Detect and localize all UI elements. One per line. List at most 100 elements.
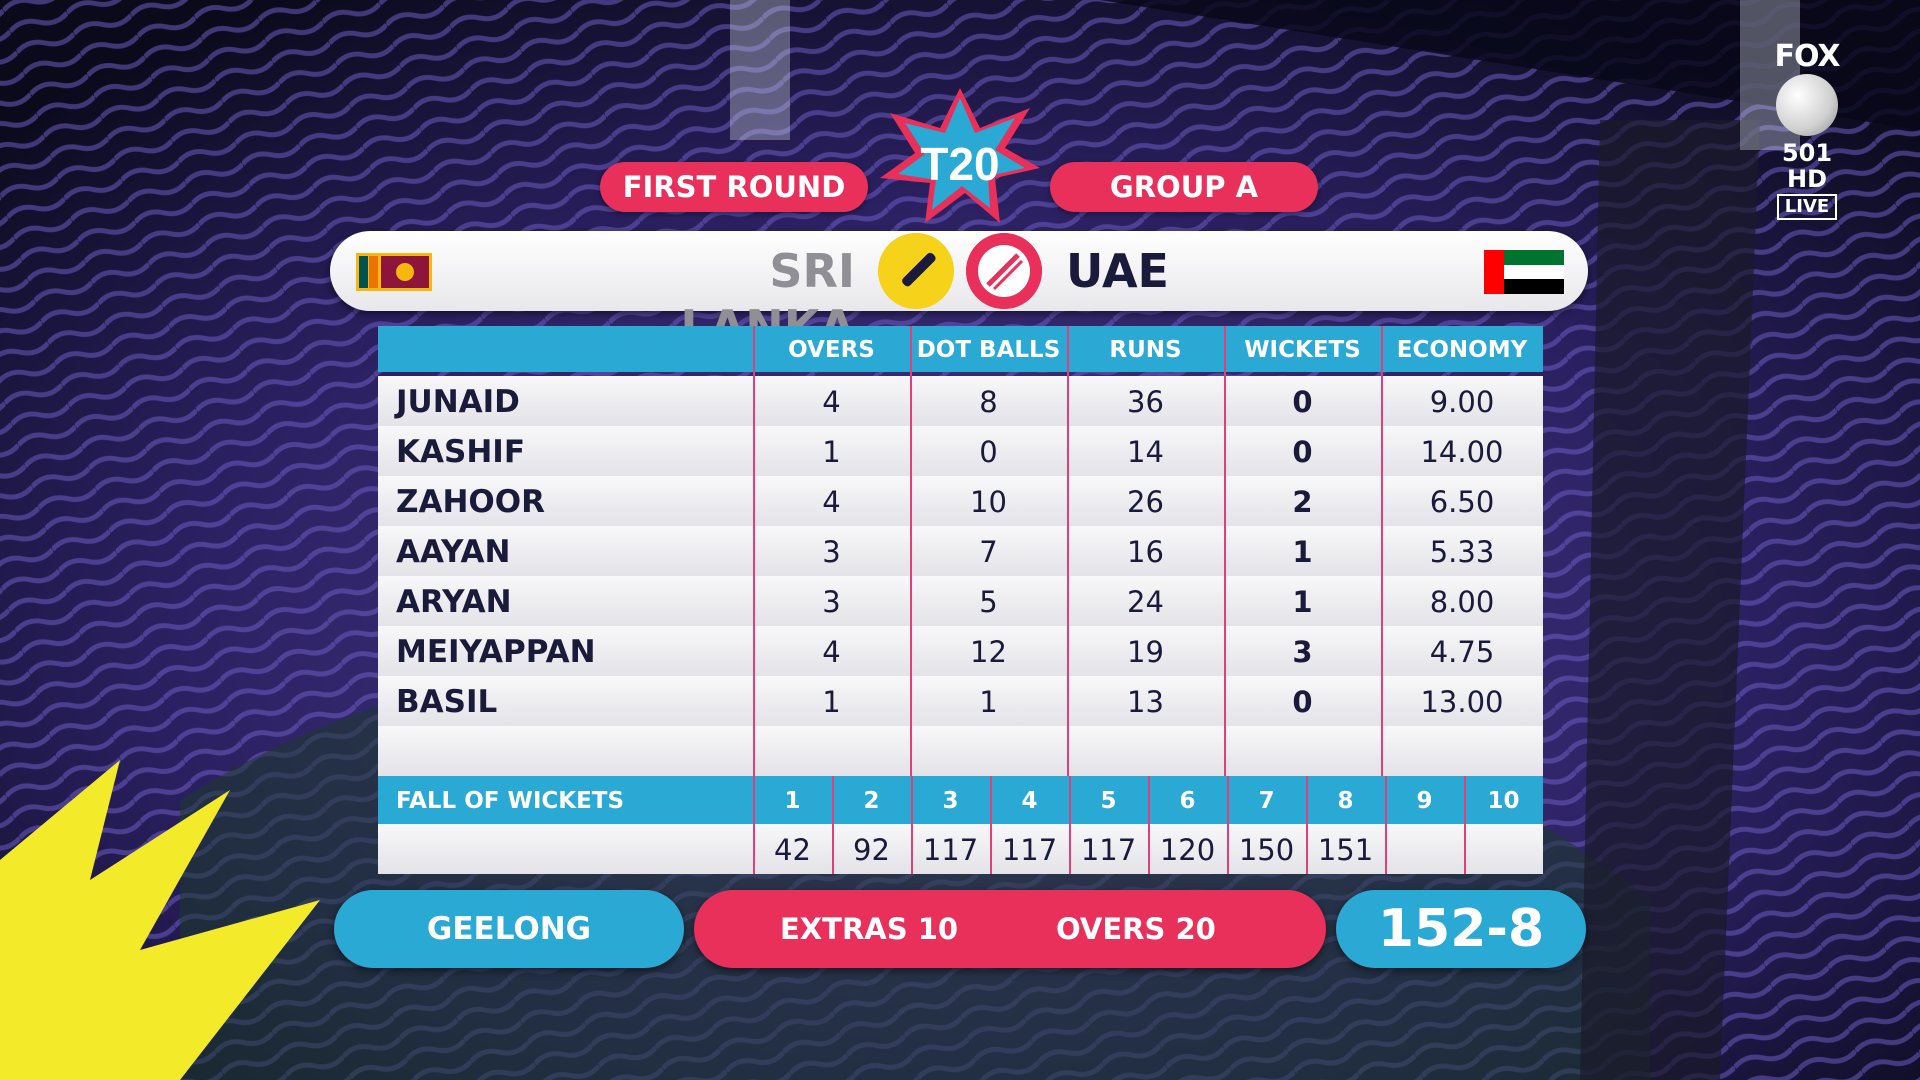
overs-cell: 1 <box>822 685 841 719</box>
fall-of-wickets-label: FALL OF WICKETS <box>396 788 625 814</box>
runs-cell: 19 <box>1127 635 1164 669</box>
live-badge: LIVE <box>1776 194 1838 220</box>
overs-info: OVERS 20 <box>1056 890 1216 968</box>
table-row: ARYAN 3 5 24 1 8.00 <box>378 576 1543 626</box>
bowler-name: ARYAN <box>396 584 512 620</box>
wickets-cell: 3 <box>1292 635 1313 669</box>
total-score: 152-8 <box>1336 890 1586 968</box>
economy-cell: 13.00 <box>1420 685 1504 719</box>
column-divider <box>753 776 755 874</box>
column-divider <box>1464 776 1466 874</box>
round-badge: FIRST ROUND <box>600 162 868 212</box>
overs-label: OVERS <box>1056 912 1166 946</box>
economy-cell: 5.33 <box>1429 535 1495 569</box>
teams-bar <box>330 231 1588 311</box>
header-wickets: WICKETS <box>1244 337 1361 363</box>
overs-cell: 4 <box>822 385 841 419</box>
column-divider <box>1069 776 1071 874</box>
table-row: BASIL 1 1 13 0 13.00 <box>378 676 1543 726</box>
t20-logo-text: T20 <box>920 138 999 190</box>
channel-number-line: 501 HD <box>1762 140 1852 192</box>
overs-value: 20 <box>1175 912 1216 946</box>
column-divider <box>911 776 913 874</box>
fow-score: 150 <box>1238 833 1295 867</box>
extras-value: 10 <box>917 912 959 946</box>
wickets-cell: 1 <box>1292 585 1313 619</box>
runs-cell: 16 <box>1127 535 1164 569</box>
column-divider <box>832 776 834 874</box>
column-divider <box>1224 326 1226 776</box>
wickets-cell: 0 <box>1292 685 1313 719</box>
table-row-empty <box>378 726 1543 776</box>
column-divider <box>1306 776 1308 874</box>
fow-score <box>1385 824 1464 874</box>
extras-label: EXTRAS <box>780 912 908 946</box>
group-badge: GROUP A <box>1050 162 1318 212</box>
dot-balls-cell: 10 <box>970 485 1007 519</box>
bowler-name: KASHIF <box>396 434 525 470</box>
table-row: ZAHOOR 4 10 26 2 6.50 <box>378 476 1543 526</box>
overs-cell: 1 <box>822 435 841 469</box>
runs-cell: 26 <box>1127 485 1164 519</box>
runs-cell: 13 <box>1127 685 1164 719</box>
fow-score: 117 <box>1080 833 1137 867</box>
channel-number: 501 <box>1781 139 1833 167</box>
bowler-name: JUNAID <box>396 384 520 420</box>
header-dot-balls: DOT BALLS <box>916 337 1061 363</box>
fow-wicket-number: 4 <box>1021 788 1038 814</box>
runs-cell: 36 <box>1127 385 1164 419</box>
runs-cell: 14 <box>1127 435 1164 469</box>
hd-label: HD <box>1786 165 1827 193</box>
wickets-cell: 2 <box>1292 485 1313 519</box>
fow-score: 117 <box>922 833 979 867</box>
t20-world-cup-logo: T20 <box>880 88 1040 223</box>
overs-cell: 4 <box>822 635 841 669</box>
column-divider <box>1385 776 1387 874</box>
overs-cell: 4 <box>822 485 841 519</box>
bowler-name: MEIYAPPAN <box>396 634 596 670</box>
dot-balls-cell: 0 <box>979 435 998 469</box>
cricket-ball-icon <box>966 233 1042 309</box>
bowling-scorecard: OVERS DOT BALLS RUNS WICKETS ECONOMY JUN… <box>378 326 1543 876</box>
fow-wicket-number: 3 <box>942 788 959 814</box>
fall-of-wickets-header-row <box>378 776 1543 824</box>
bowler-name: ZAHOOR <box>396 484 545 520</box>
fow-wicket-number: 6 <box>1179 788 1196 814</box>
dot-balls-cell: 1 <box>979 685 998 719</box>
venue-badge: GEELONG <box>334 890 684 968</box>
table-header-row <box>378 326 1543 372</box>
fow-score: 42 <box>774 833 811 867</box>
economy-cell: 8.00 <box>1429 585 1495 619</box>
fow-score <box>1464 824 1543 874</box>
table-row: AAYAN 3 7 16 1 5.33 <box>378 526 1543 576</box>
extras-info: EXTRAS 10 <box>780 890 958 968</box>
header-economy: ECONOMY <box>1396 337 1528 363</box>
bowler-name: AAYAN <box>396 534 511 570</box>
column-divider <box>1148 776 1150 874</box>
fow-score: 117 <box>1001 833 1058 867</box>
dot-balls-cell: 8 <box>979 385 998 419</box>
column-divider <box>753 326 755 776</box>
table-row: KASHIF 1 0 14 0 14.00 <box>378 426 1543 476</box>
economy-cell: 4.75 <box>1429 635 1495 669</box>
header-overs: OVERS <box>788 337 875 363</box>
fow-score: 151 <box>1317 833 1374 867</box>
fow-wicket-number: 8 <box>1337 788 1354 814</box>
dot-balls-cell: 5 <box>979 585 998 619</box>
economy-cell: 9.00 <box>1429 385 1495 419</box>
economy-cell: 6.50 <box>1429 485 1495 519</box>
table-row: MEIYAPPAN 4 12 19 3 4.75 <box>378 626 1543 676</box>
wickets-cell: 0 <box>1292 435 1313 469</box>
column-divider <box>910 326 912 776</box>
fow-wicket-number: 5 <box>1100 788 1117 814</box>
dot-balls-cell: 7 <box>979 535 998 569</box>
bowling-team-name: UAE <box>1066 244 1169 298</box>
column-divider <box>1381 326 1383 776</box>
header-runs: RUNS <box>1109 337 1182 363</box>
fall-of-wickets-values-row <box>378 824 1543 874</box>
cricket-ball-icon <box>1776 74 1838 136</box>
fow-wicket-number: 10 <box>1487 788 1520 814</box>
fow-score: 92 <box>853 833 890 867</box>
table-row: JUNAID 4 8 36 0 9.00 <box>378 376 1543 426</box>
column-divider <box>990 776 992 874</box>
